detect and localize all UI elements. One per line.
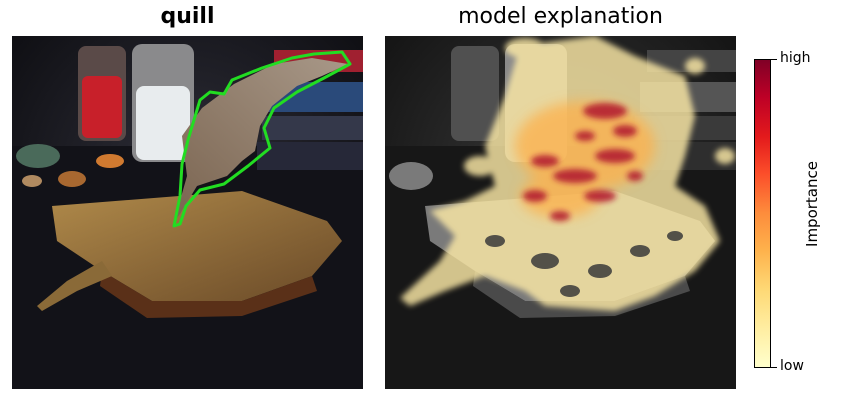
colorbar-axis-label: Importance [803,161,821,247]
explanation-heatmap [385,36,736,389]
colorbar-tick-low [771,367,777,368]
open-book [52,191,342,301]
amber-stone [58,171,86,187]
original-image-panel [12,36,363,389]
original-image [12,36,363,389]
left-panel-title: quill [160,4,215,29]
colorbar-tick-high [771,59,777,60]
importance-colorbar [754,59,771,368]
explanation-panel [385,36,736,389]
quill [174,58,348,222]
quill-outline [172,50,352,228]
right-panel-title: model explanation [458,4,663,29]
colorbar-high-label: high [780,50,811,66]
colorbar-low-label: low [780,358,804,374]
